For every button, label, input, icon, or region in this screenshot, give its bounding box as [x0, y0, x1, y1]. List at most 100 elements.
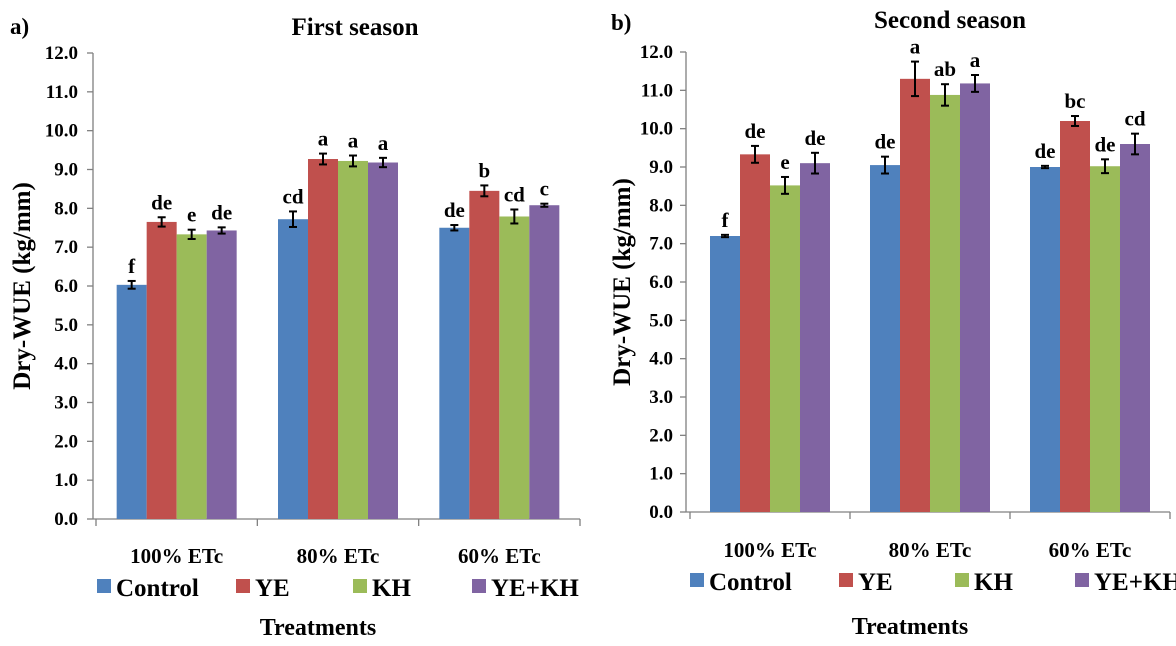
bar — [529, 205, 560, 519]
significance-label: c — [540, 177, 549, 201]
bar — [499, 216, 530, 519]
legend-swatch — [839, 573, 853, 587]
y-tick-label: 6.0 — [54, 276, 78, 297]
y-tick-label: 7.0 — [649, 234, 673, 255]
bar — [870, 165, 900, 513]
y-tick-label: 4.0 — [54, 354, 78, 375]
bar — [338, 160, 368, 519]
legend-swatch — [472, 579, 486, 593]
y-tick-label: 2.0 — [649, 425, 673, 446]
significance-label: a — [910, 35, 921, 59]
bar — [1090, 166, 1120, 512]
bar — [176, 234, 207, 519]
x-axis-label: Treatments — [260, 615, 376, 641]
y-tick-label: 12.0 — [45, 43, 78, 64]
y-tick-label: 7.0 — [54, 237, 78, 258]
panel-label: b) — [611, 10, 631, 35]
bar — [368, 162, 398, 519]
significance-label: f — [722, 208, 730, 232]
significance-label: de — [444, 198, 465, 222]
legend-label: KH — [974, 569, 1013, 596]
x-axis-label: Treatments — [852, 614, 968, 640]
significance-label: cd — [1125, 107, 1146, 131]
legend-label: YE+KH — [1094, 569, 1176, 596]
y-tick-label: 11.0 — [46, 82, 78, 103]
significance-label: a — [348, 129, 359, 153]
y-tick-label: 8.0 — [54, 198, 78, 219]
y-tick-label: 4.0 — [649, 349, 673, 370]
bar — [930, 94, 960, 512]
y-tick-label: 8.0 — [649, 195, 673, 216]
bar — [770, 185, 800, 512]
y-tick-label: 1.0 — [649, 464, 673, 485]
significance-label: f — [128, 254, 136, 278]
significance-label: a — [378, 131, 389, 155]
bar — [1030, 167, 1060, 512]
y-axis-label: Dry-WUE (kg/mm) — [609, 178, 636, 386]
significance-label: de — [875, 130, 896, 154]
legend-label: YE+KH — [491, 575, 579, 602]
bar — [439, 227, 470, 519]
bar — [308, 159, 338, 519]
y-tick-label: 0.0 — [54, 509, 78, 530]
y-tick-label: 12.0 — [640, 42, 673, 63]
y-tick-label: 9.0 — [649, 157, 673, 178]
significance-label: bc — [1065, 89, 1086, 113]
legend-swatch — [97, 579, 111, 593]
significance-label: cd — [283, 184, 304, 208]
y-tick-label: 3.0 — [54, 393, 78, 414]
legend-swatch — [955, 573, 969, 587]
category-label: 60% ETc — [458, 544, 541, 568]
significance-label: ab — [934, 57, 956, 81]
significance-label: de — [211, 200, 232, 224]
y-tick-label: 1.0 — [54, 470, 78, 491]
legend-label: YE — [255, 575, 290, 602]
legend-swatch — [690, 573, 704, 587]
y-tick-label: 3.0 — [649, 387, 673, 408]
bar — [206, 230, 237, 520]
significance-label: a — [318, 127, 329, 151]
significance-label: a — [970, 48, 981, 72]
bar — [146, 221, 177, 520]
bar — [469, 190, 500, 519]
significance-label: e — [780, 150, 789, 174]
bar — [740, 154, 770, 512]
legend-swatch — [236, 579, 250, 593]
legend-swatch — [353, 579, 367, 593]
y-tick-label: 5.0 — [54, 315, 78, 336]
legend-label: Control — [709, 569, 792, 596]
bar — [800, 163, 830, 512]
significance-label: de — [151, 190, 172, 214]
panel-label: a) — [10, 14, 29, 39]
y-tick-label: 11.0 — [641, 80, 673, 101]
bar — [278, 219, 308, 519]
y-tick-label: 9.0 — [54, 160, 78, 181]
y-tick-label: 2.0 — [54, 431, 78, 452]
bar — [1120, 144, 1150, 512]
y-tick-label: 10.0 — [45, 121, 78, 142]
chart-title: Second season — [874, 7, 1026, 34]
category-label: 60% ETc — [1049, 538, 1132, 562]
y-tick-label: 0.0 — [649, 502, 673, 523]
significance-label: b — [478, 158, 490, 182]
panel-b: b) Second season 0.0 1.0 2.0 3.0 4.0 5.0 6.0 7.0 8… — [609, 7, 1176, 640]
significance-label: de — [745, 119, 766, 143]
bar — [900, 78, 930, 512]
significance-label: e — [187, 203, 196, 227]
significance-label: de — [1095, 132, 1116, 156]
category-label: 80% ETc — [889, 538, 972, 562]
panel-a: a) First season 0.0 1.0 2.0 3.0 4.0 5.0 6.0 7.0 8.… — [9, 14, 581, 641]
legend-label: Control — [116, 575, 199, 602]
category-label: 80% ETc — [297, 544, 380, 568]
y-tick-label: 6.0 — [649, 272, 673, 293]
legend-swatch — [1075, 573, 1089, 587]
y-axis-label: Dry-WUE (kg/mm) — [9, 182, 36, 390]
bar — [710, 236, 740, 512]
significance-label: cd — [504, 182, 525, 206]
bar — [960, 83, 990, 512]
legend-label: KH — [372, 575, 411, 602]
significance-label: de — [1035, 139, 1056, 163]
y-tick-label: 10.0 — [640, 119, 673, 140]
y-tick-label: 5.0 — [649, 310, 673, 331]
